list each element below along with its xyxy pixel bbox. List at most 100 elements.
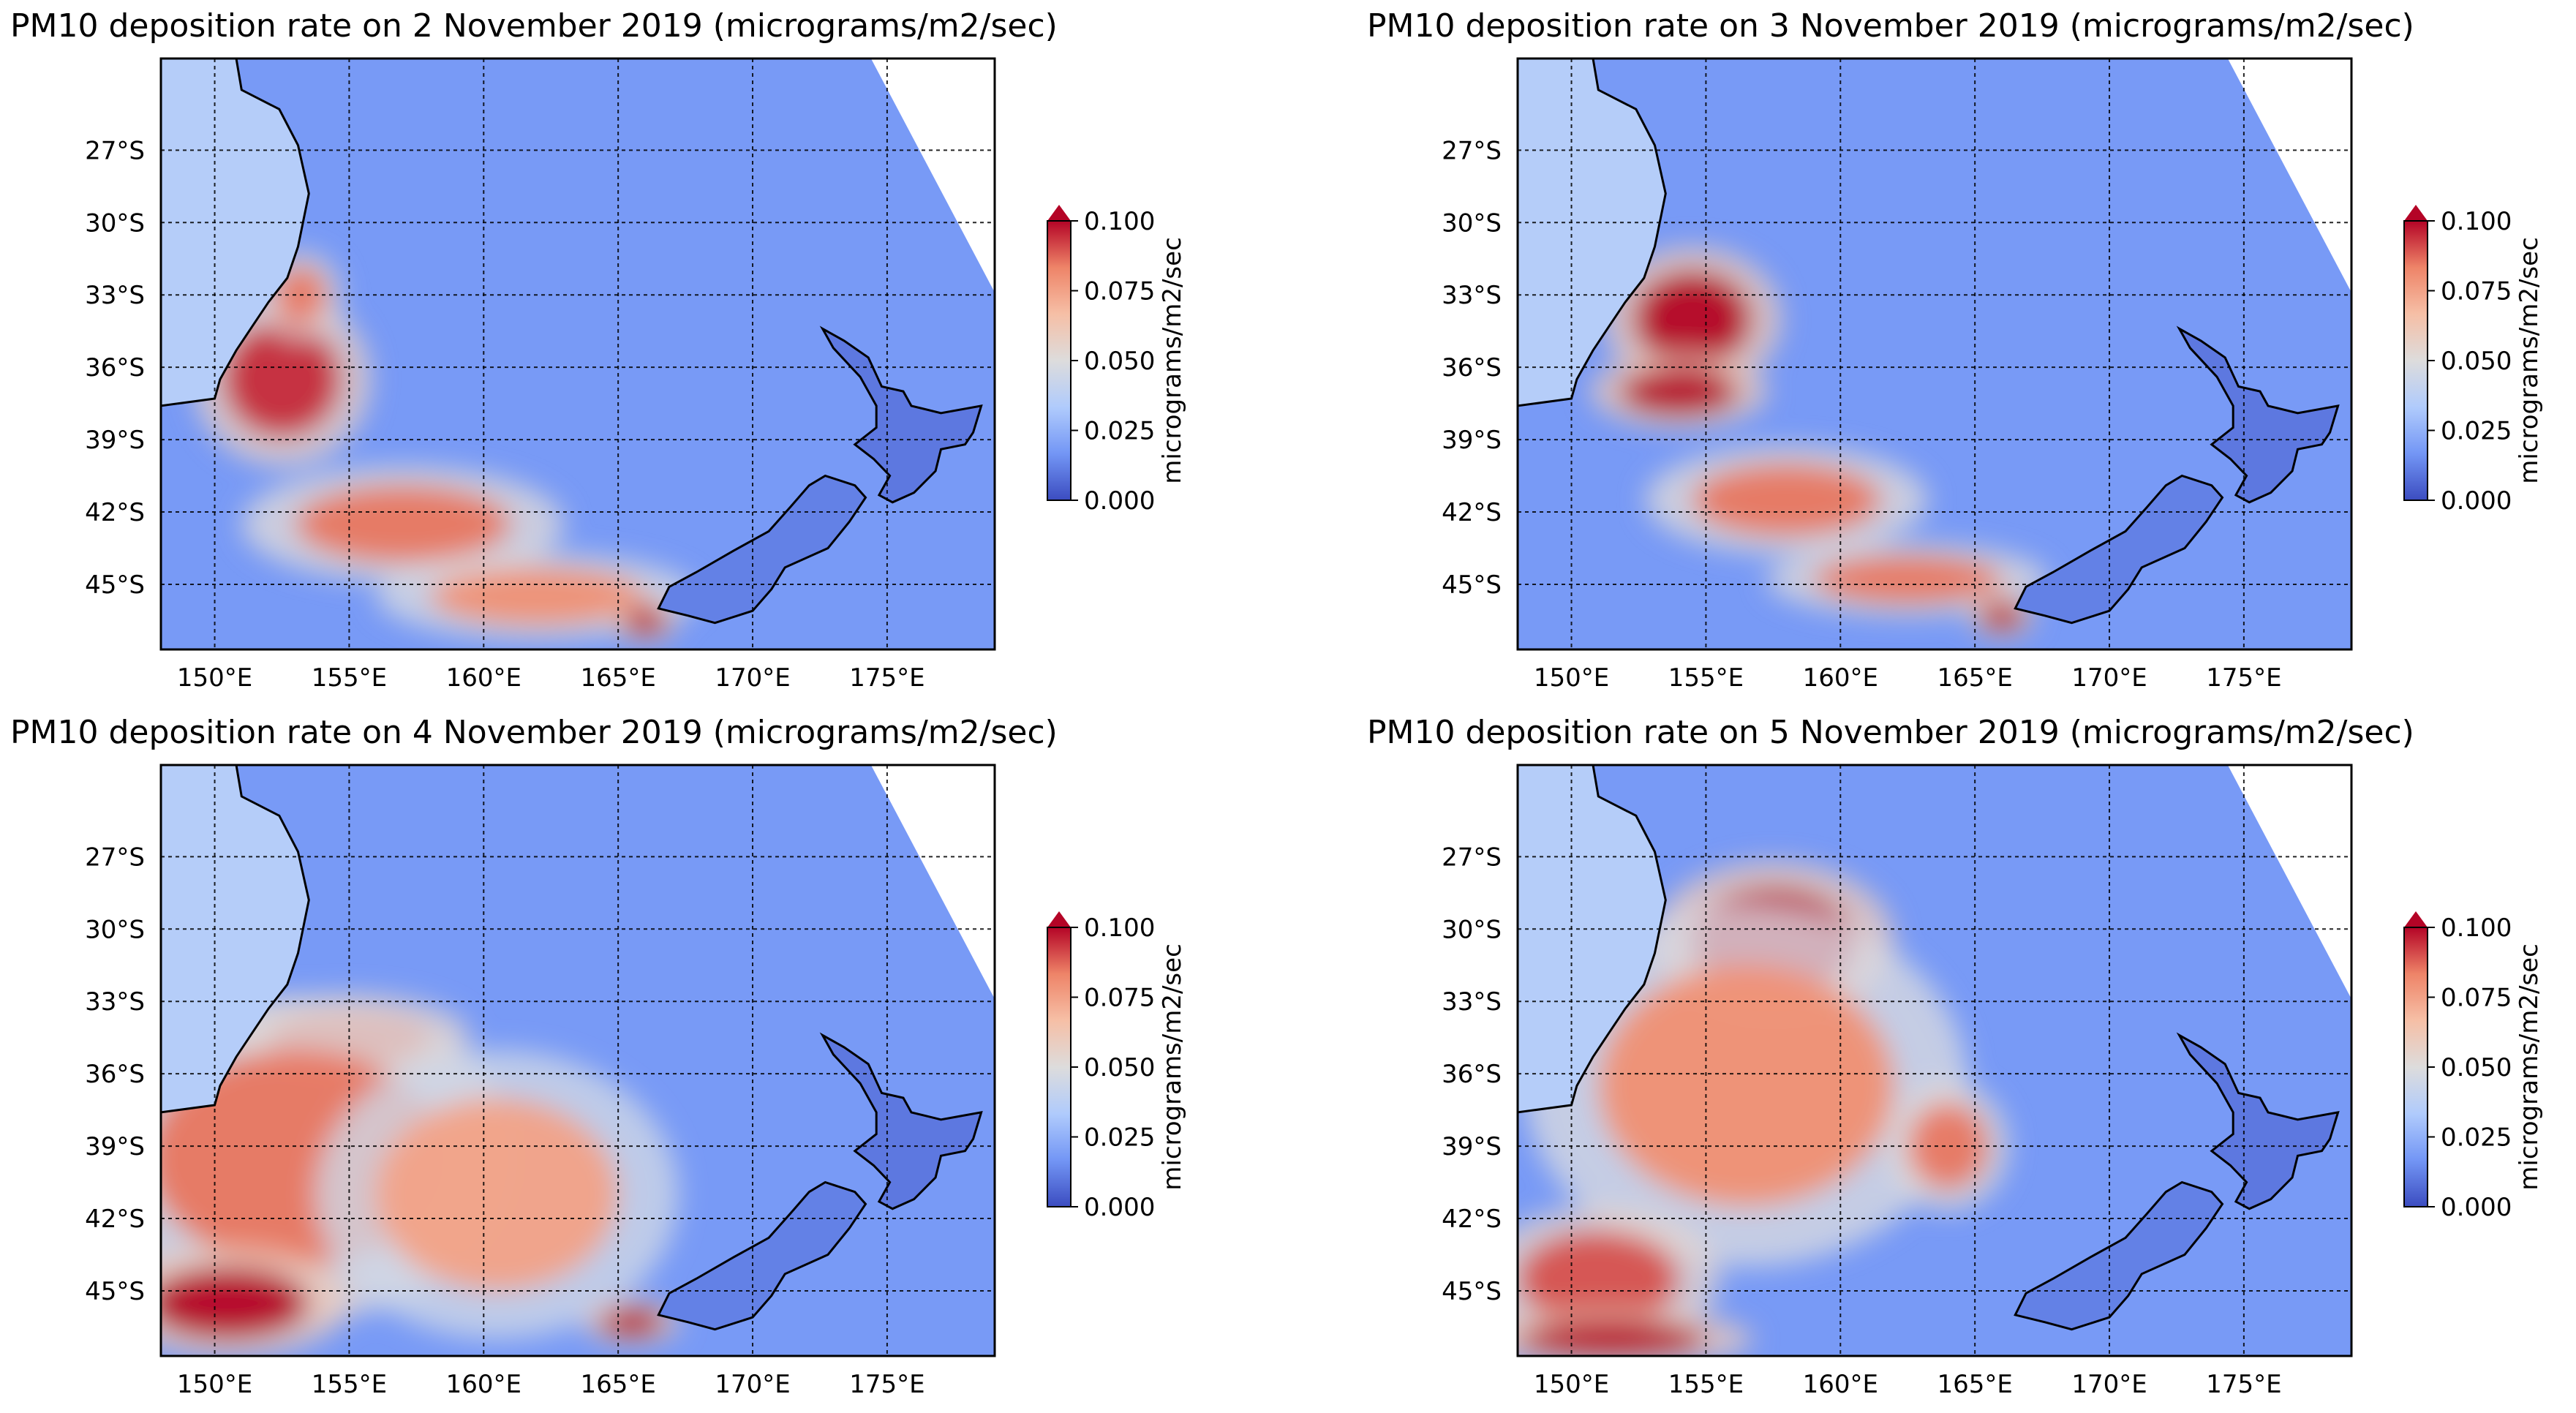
x-tick-label: 175°E — [2206, 1370, 2281, 1399]
x-tick-label: 150°E — [177, 1370, 252, 1399]
x-tick-label: 155°E — [1668, 1370, 1744, 1399]
y-tick-label: 36°S — [1442, 1060, 1502, 1089]
australia-coastline — [1518, 765, 1667, 1114]
y-tick-label: 39°S — [1442, 426, 1502, 455]
colorbar-tick-label: 0.075 — [2441, 984, 2512, 1013]
x-tick-label: 165°E — [1937, 663, 2012, 693]
colorbar-tick-label: 0.100 — [2441, 207, 2512, 236]
y-tick-label: 36°S — [1442, 353, 1502, 383]
deposition-hotspot — [1619, 367, 1739, 416]
y-tick-label: 39°S — [85, 1132, 145, 1161]
colorbar-tick-label: 0.050 — [2441, 1053, 2512, 1082]
deposition-hotspot — [1692, 464, 1881, 536]
x-tick-label: 175°E — [2206, 663, 2281, 693]
x-tick-label: 155°E — [312, 663, 387, 693]
deposition-hotspot — [1633, 271, 1752, 368]
map-figure: 150°E 155°E 160°E 165°E 170°E 175°E 27°S 30°S 33… — [1442, 57, 2544, 693]
map-figure: 150°E 155°E 160°E 165°E 170°E 175°E 27°S 30°S 33… — [85, 764, 1187, 1399]
colorbar-extend-arrow — [2404, 911, 2428, 927]
domain-boundary — [870, 765, 995, 999]
x-tick-label: 165°E — [580, 1370, 655, 1399]
deposition-hotspot — [1980, 601, 2024, 630]
colorbar-tick-label: 0.000 — [1084, 1193, 1155, 1222]
x-tick-label: 150°E — [1534, 1370, 1609, 1399]
panel-title: PM10 deposition rate on 4 November 2019 … — [10, 714, 1058, 751]
map-area — [161, 59, 995, 649]
y-tick-label: 33°S — [1442, 987, 1502, 1017]
y-tick-label: 33°S — [85, 987, 145, 1017]
new-zealand-north-island — [2176, 1032, 2340, 1210]
y-tick-label: 45°S — [85, 570, 145, 600]
colorbar-tick-label: 0.025 — [2441, 1123, 2512, 1153]
colorbar-extend-arrow — [1047, 205, 1071, 221]
x-tick-label: 175°E — [849, 1370, 924, 1399]
map-axes: 150°E 155°E 160°E 165°E 170°E 175°E 27°S 30°S 33… — [85, 764, 996, 1399]
y-tick-label: 27°S — [85, 843, 145, 872]
map-frame — [159, 764, 996, 1357]
x-tick-label: 160°E — [1803, 1370, 1878, 1399]
x-tick-label: 160°E — [1803, 663, 1878, 693]
domain-boundary — [2227, 59, 2351, 293]
y-tick-label: 42°S — [85, 1205, 145, 1234]
colorbar-tick-label: 0.000 — [2441, 1193, 2512, 1222]
deposition-hotspot — [623, 606, 667, 636]
y-tick-label: 33°S — [85, 281, 145, 310]
colorbar: 0.000 0.025 0.050 0.075 0.100micrograms/m2/s… — [1047, 205, 1187, 516]
colorbar-label: micrograms/m2/sec — [1158, 237, 1187, 484]
y-tick-label: 27°S — [85, 136, 145, 165]
deposition-hotspot — [1813, 555, 2002, 604]
new-zealand-north-island — [819, 325, 983, 504]
deposition-hotspot — [161, 1266, 309, 1339]
deposition-hotspot — [1518, 1319, 1706, 1356]
colorbar-tick-label: 0.025 — [1084, 1123, 1155, 1153]
colorbar-gradient — [2404, 221, 2428, 500]
y-tick-label: 33°S — [1442, 281, 1502, 310]
x-tick-label: 155°E — [312, 1370, 387, 1399]
new-zealand-north-island — [2176, 325, 2340, 504]
deposition-hotspot — [376, 1098, 619, 1291]
y-tick-label: 30°S — [1442, 208, 1502, 238]
colorbar-gradient — [2404, 927, 2428, 1207]
colorbar-tick-label: 0.050 — [1084, 1053, 1155, 1082]
y-tick-label: 45°S — [85, 1277, 145, 1306]
y-tick-label: 27°S — [1442, 136, 1502, 165]
colorbar-label: micrograms/m2/sec — [2515, 237, 2544, 484]
y-tick-label: 45°S — [1442, 570, 1502, 600]
colorbar-tick-label: 0.050 — [1084, 347, 1155, 376]
deposition-hotspot — [295, 485, 511, 563]
colorbar-tick-label: 0.100 — [1084, 913, 1155, 943]
panel-title: PM10 deposition rate on 2 November 2019 … — [10, 7, 1058, 45]
map-area — [1518, 59, 2351, 649]
colorbar-tick-label: 0.000 — [1084, 486, 1155, 516]
map-frame — [159, 57, 996, 651]
colorbar-tick-label: 0.075 — [2441, 277, 2512, 306]
y-tick-label: 42°S — [85, 498, 145, 527]
y-tick-label: 36°S — [85, 1060, 145, 1089]
colorbar-tick-label: 0.000 — [2441, 486, 2512, 516]
x-tick-label: 155°E — [1668, 663, 1744, 693]
y-tick-label: 30°S — [85, 208, 145, 238]
colorbar-tick-label: 0.100 — [1084, 207, 1155, 236]
colorbar-extend-arrow — [2404, 205, 2428, 221]
map-area — [1518, 765, 2351, 1356]
x-tick-label: 170°E — [715, 663, 790, 693]
x-tick-label: 160°E — [446, 1370, 521, 1399]
colorbar-tick-label: 0.100 — [2441, 913, 2512, 943]
colorbar-tick-label: 0.075 — [1084, 277, 1155, 306]
x-tick-label: 170°E — [2071, 1370, 2147, 1399]
deposition-hotspot — [1518, 1230, 1679, 1327]
x-tick-label: 150°E — [177, 663, 252, 693]
map-frame — [1516, 57, 2353, 651]
map-axes: 150°E 155°E 160°E 165°E 170°E 175°E 27°S 30°S 33… — [85, 57, 996, 693]
y-tick-label: 39°S — [1442, 1132, 1502, 1161]
australia-coastline — [161, 765, 310, 1114]
x-tick-label: 165°E — [1937, 1370, 2012, 1399]
map-frame — [1516, 764, 2353, 1357]
australia-coastline — [161, 59, 310, 407]
panel-title: PM10 deposition rate on 5 November 2019 … — [1367, 714, 2414, 751]
colorbar-tick-label: 0.050 — [2441, 347, 2512, 376]
panel-title: PM10 deposition rate on 3 November 2019 … — [1367, 7, 2414, 45]
colorbar-gradient — [1047, 221, 1071, 500]
y-tick-label: 39°S — [85, 426, 145, 455]
y-tick-label: 30°S — [1442, 915, 1502, 944]
